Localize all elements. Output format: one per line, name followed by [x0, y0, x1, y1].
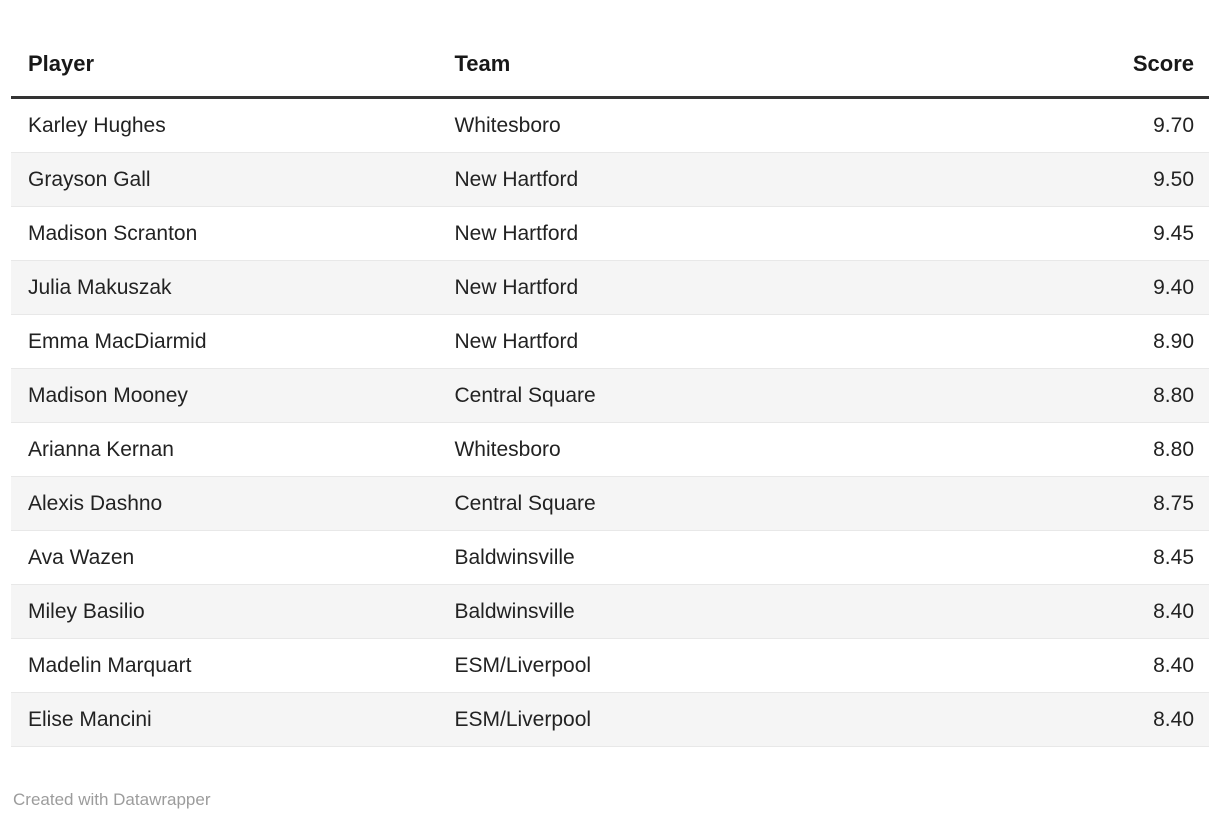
team-cell: Whitesboro [437, 422, 940, 477]
team-cell: ESM/Liverpool [437, 638, 940, 693]
col-header-team: Team [437, 0, 940, 99]
score-cell: 8.80 [939, 422, 1209, 477]
table-row: Madelin Marquart ESM/Liverpool 8.40 [11, 638, 1209, 693]
table-row: Julia Makuszak New Hartford 9.40 [11, 260, 1209, 315]
table-chart: Player Team Score Karley Hughes Whitesbor… [11, 0, 1209, 811]
score-cell: 9.70 [939, 97, 1209, 153]
score-cell: 8.40 [939, 638, 1209, 693]
table-row: Miley Basilio Baldwinsville 8.40 [11, 584, 1209, 639]
team-cell: New Hartford [437, 314, 940, 369]
col-header-player: Player [11, 0, 438, 99]
score-cell: 8.45 [939, 530, 1209, 585]
col-header-score: Score [939, 0, 1209, 99]
team-cell: Whitesboro [437, 97, 940, 153]
table-row: Emma MacDiarmid New Hartford 8.90 [11, 314, 1209, 369]
player-cell: Ava Wazen [11, 530, 438, 585]
player-cell: Julia Makuszak [11, 260, 438, 315]
player-cell: Madison Scranton [11, 206, 438, 261]
player-cell: Emma MacDiarmid [11, 314, 438, 369]
team-cell: New Hartford [437, 152, 940, 207]
player-cell: Elise Mancini [11, 692, 438, 747]
player-cell: Alexis Dashno [11, 476, 438, 531]
player-cell: Madison Mooney [11, 368, 438, 423]
header-row: Player Team Score [11, 0, 1209, 99]
team-cell: Baldwinsville [437, 584, 940, 639]
team-cell: Central Square [437, 368, 940, 423]
player-cell: Grayson Gall [11, 152, 438, 207]
team-cell: New Hartford [437, 260, 940, 315]
score-table: Player Team Score Karley Hughes Whitesbor… [11, 0, 1209, 747]
table-row: Grayson Gall New Hartford 9.50 [11, 152, 1209, 207]
table-row: Madison Scranton New Hartford 9.45 [11, 206, 1209, 261]
player-cell: Miley Basilio [11, 584, 438, 639]
score-cell: 8.40 [939, 584, 1209, 639]
table-row: Arianna Kernan Whitesboro 8.80 [11, 422, 1209, 477]
team-cell: New Hartford [437, 206, 940, 261]
attribution-link[interactable]: Created with Datawrapper [13, 790, 211, 809]
player-cell: Arianna Kernan [11, 422, 438, 477]
team-cell: Central Square [437, 476, 940, 531]
score-cell: 9.45 [939, 206, 1209, 261]
player-cell: Madelin Marquart [11, 638, 438, 693]
score-cell: 8.80 [939, 368, 1209, 423]
table-row: Elise Mancini ESM/Liverpool 8.40 [11, 692, 1209, 747]
team-cell: Baldwinsville [437, 530, 940, 585]
score-cell: 9.50 [939, 152, 1209, 207]
score-cell: 8.90 [939, 314, 1209, 369]
score-cell: 8.75 [939, 476, 1209, 531]
table-row: Karley Hughes Whitesboro 9.70 [11, 97, 1209, 153]
table-row: Alexis Dashno Central Square 8.75 [11, 476, 1209, 531]
score-cell: 8.40 [939, 692, 1209, 747]
team-cell: ESM/Liverpool [437, 692, 940, 747]
score-cell: 9.40 [939, 260, 1209, 315]
table-row: Madison Mooney Central Square 8.80 [11, 368, 1209, 423]
player-cell: Karley Hughes [11, 97, 438, 153]
table-row: Ava Wazen Baldwinsville 8.45 [11, 530, 1209, 585]
